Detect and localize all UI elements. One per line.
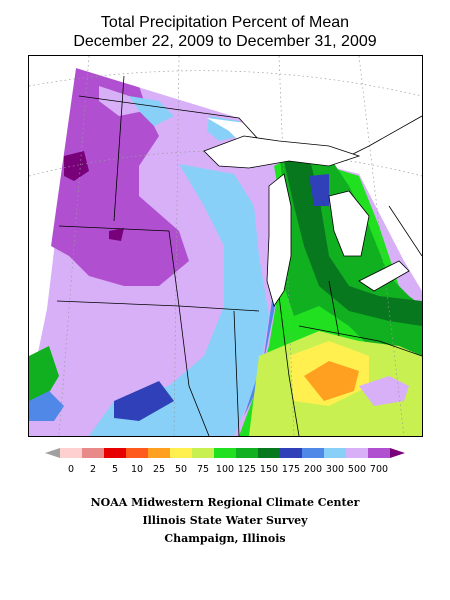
- region-blue-sw: [29, 391, 64, 421]
- legend-label-25: 25: [153, 464, 165, 475]
- legend-swatch-200: [302, 448, 324, 458]
- legend-labels: 0 2 5 10 25 50 75 100 125 150 175 200 300 500 700: [68, 464, 388, 475]
- legend-boxes: [60, 448, 390, 458]
- region-orange: [304, 361, 359, 401]
- legend-swatch-25: [148, 448, 170, 458]
- credit-org: NOAA Midwestern Regional Climate Center: [90, 496, 360, 509]
- credit-survey: Illinois State Water Survey: [142, 514, 308, 527]
- region-light-blue: [89, 164, 269, 436]
- credit-location: Champaign, Illinois: [164, 532, 286, 545]
- canada-nw: [29, 56, 422, 316]
- legend-swatch-150: [258, 448, 280, 458]
- legend-swatch-75: [192, 448, 214, 458]
- precip-fields: [29, 68, 422, 436]
- region-purple-small: [109, 228, 124, 241]
- region-lilac-ne: [99, 86, 144, 116]
- legend-label-500: 500: [348, 464, 366, 475]
- legend-swatch-175: [280, 448, 302, 458]
- legend-label-300: 300: [326, 464, 344, 475]
- legend-label-125: 125: [238, 464, 256, 475]
- region-purple-west: [51, 68, 189, 286]
- legend-label-2: 2: [90, 464, 96, 475]
- legend-swatch-0: [60, 448, 82, 458]
- map-title: Total Precipitation Percent of Mean: [100, 14, 350, 31]
- legend-high-arrow: [390, 448, 405, 458]
- region-blue-mi: [309, 174, 329, 206]
- legend-label-75: 75: [197, 464, 209, 475]
- lake-erie: [358, 260, 410, 292]
- legend-swatch-5: [104, 448, 126, 458]
- region-light-blue-nw: [129, 96, 174, 126]
- lake-huron: [328, 190, 370, 257]
- legend-label-10: 10: [131, 464, 143, 475]
- legend-swatch-700: [368, 448, 390, 458]
- map-date-range: December 22, 2009 to December 31, 2009: [73, 33, 377, 50]
- region-purple-dark: [64, 151, 89, 181]
- legend-label-50: 50: [175, 464, 187, 475]
- legend-label-175: 175: [282, 464, 300, 475]
- legend-label-200: 200: [304, 464, 322, 475]
- legend-swatch-100: [214, 448, 236, 458]
- precipitation-map: [28, 55, 423, 437]
- legend-low-arrow: [45, 448, 60, 458]
- legend-swatch-50: [170, 448, 192, 458]
- legend-swatch-125: [236, 448, 258, 458]
- legend-label-0: 0: [68, 464, 74, 475]
- region-darkblue-sw: [114, 381, 174, 421]
- legend-swatch-500: [346, 448, 368, 458]
- region-green-sw: [29, 346, 59, 406]
- region-lilac-se: [359, 376, 409, 406]
- legend-swatch-10: [126, 448, 148, 458]
- legend-label-700: 700: [370, 464, 388, 475]
- lakes: [203, 135, 410, 307]
- color-legend: 0 2 5 10 25 50 75 100 125 150 175 200 300 500 700: [0, 448, 450, 478]
- legend-label-100: 100: [216, 464, 234, 475]
- legend-swatch-300: [324, 448, 346, 458]
- lake-superior: [203, 135, 361, 169]
- lake-michigan: [266, 173, 292, 307]
- legend-label-5: 5: [112, 464, 118, 475]
- map-svg: [29, 56, 422, 436]
- legend-swatch-2: [82, 448, 104, 458]
- legend-label-150: 150: [260, 464, 278, 475]
